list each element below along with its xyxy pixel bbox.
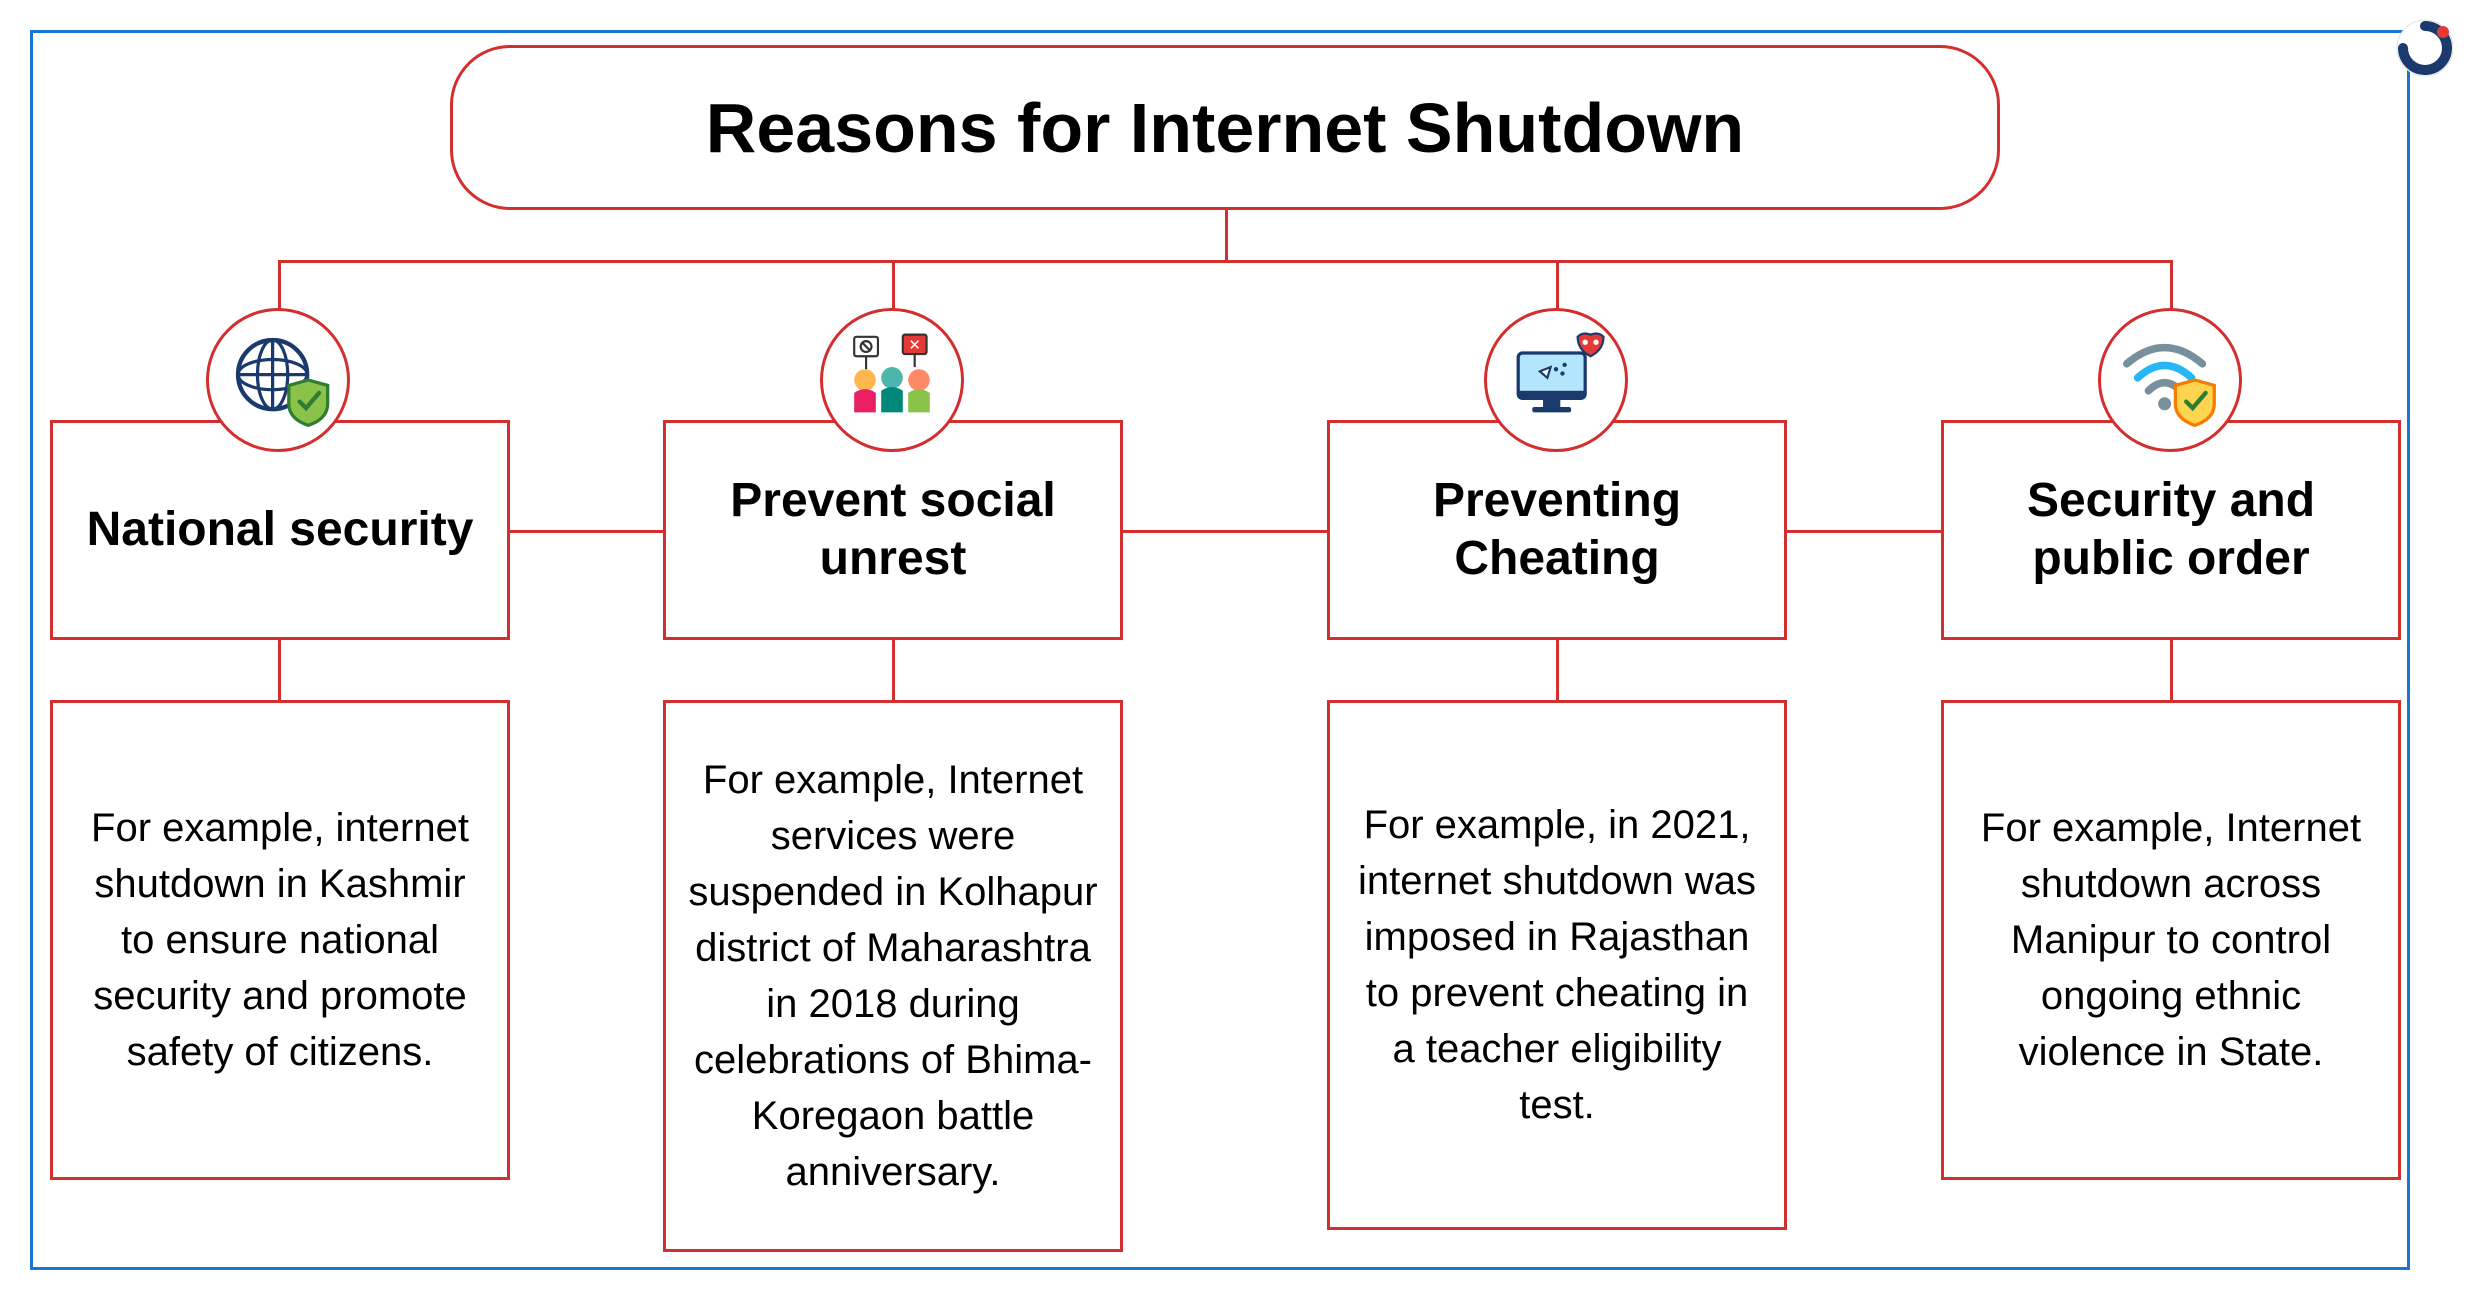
desc-national-security: For example, internet shutdown in Kashmi… (50, 700, 510, 1180)
main-title-text: Reasons for Internet Shutdown (706, 88, 1744, 168)
desc-social-unrest: For example, Internet services were susp… (663, 700, 1123, 1252)
connector-line (278, 640, 281, 700)
logo-icon (2395, 18, 2455, 78)
heading-national-security: National security (50, 420, 510, 640)
connector-line (1556, 640, 1559, 700)
connector-line (2170, 640, 2173, 700)
desc-cheating: For example, in 2021, internet shutdown … (1327, 700, 1787, 1230)
heading-cheating: Preventing Cheating (1327, 420, 1787, 640)
heading-public-order: Security and public order (1941, 420, 2401, 640)
desc-text: For example, Internet services were susp… (686, 752, 1100, 1200)
heading-text: Security and public order (1964, 472, 2378, 587)
main-title: Reasons for Internet Shutdown (450, 45, 2000, 210)
globe-shield-icon (206, 308, 350, 452)
connector-line (1225, 210, 1228, 260)
wifi-shield-icon (2098, 308, 2242, 452)
computer-mask-icon (1484, 308, 1628, 452)
heading-social-unrest: Prevent social unrest (663, 420, 1123, 640)
connector-line (1786, 530, 1941, 533)
protest-people-icon (820, 308, 964, 452)
heading-text: Preventing Cheating (1350, 472, 1764, 587)
desc-text: For example, internet shutdown in Kashmi… (73, 800, 487, 1080)
desc-text: For example, in 2021, internet shutdown … (1350, 797, 1764, 1133)
heading-text: Prevent social unrest (686, 472, 1100, 587)
desc-text: For example, Internet shutdown across Ma… (1964, 800, 2378, 1080)
connector-line (892, 640, 895, 700)
connector-line (278, 260, 2173, 263)
desc-public-order: For example, Internet shutdown across Ma… (1941, 700, 2401, 1180)
heading-text: National security (87, 501, 474, 559)
connector-line (508, 530, 663, 533)
connector-line (1122, 530, 1327, 533)
